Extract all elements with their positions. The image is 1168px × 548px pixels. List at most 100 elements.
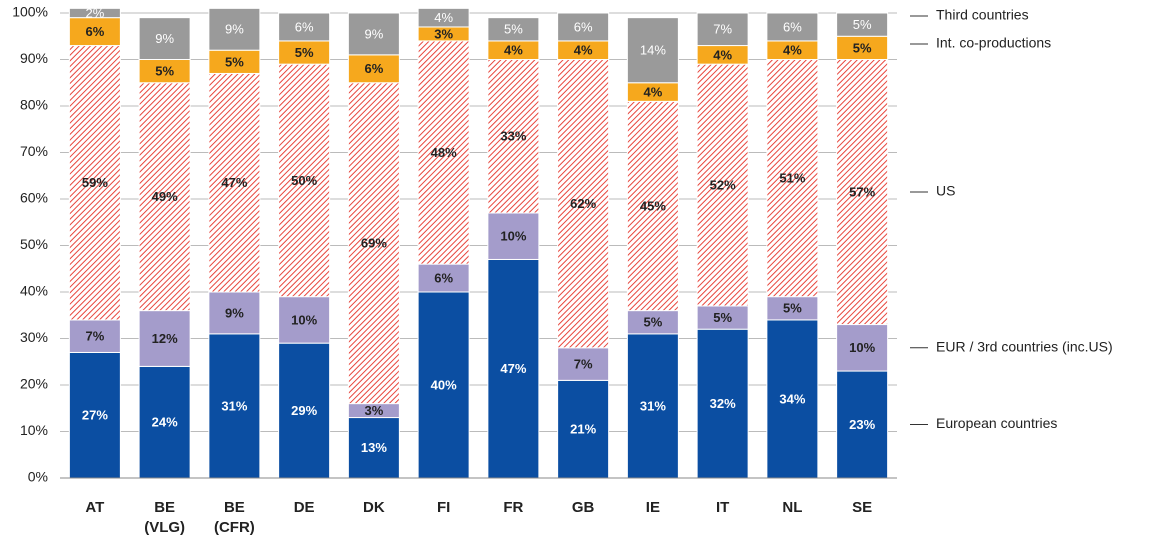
data-label: 10% — [849, 340, 875, 355]
x-tick-label: AT — [85, 499, 104, 516]
data-label: 5% — [295, 45, 314, 60]
bar-segment — [557, 379, 610, 479]
bar-segment — [836, 12, 889, 37]
legend-label: Int. co-productions — [936, 35, 1051, 51]
bar-segment — [766, 12, 819, 42]
bar-segment — [347, 12, 400, 56]
data-label: 9% — [225, 305, 244, 320]
data-label: 6% — [783, 19, 802, 34]
bar-segment — [836, 324, 889, 372]
data-label: 34% — [779, 391, 805, 406]
x-tick-label: BE (CFR) — [214, 499, 255, 536]
data-label: 57% — [849, 184, 875, 199]
bar-segment — [626, 100, 679, 312]
bar-segment — [626, 17, 679, 84]
bar-segment — [766, 59, 819, 298]
data-label: 23% — [849, 417, 875, 432]
data-label: 9% — [155, 31, 174, 46]
data-label: 50% — [291, 173, 317, 188]
data-label: 7% — [85, 329, 104, 344]
data-label: 29% — [291, 403, 317, 418]
bar-segment — [487, 17, 540, 42]
data-label: 48% — [431, 145, 457, 160]
x-tick-label: FI — [437, 499, 450, 516]
bar-segment — [68, 319, 121, 353]
bar-segment — [766, 319, 819, 479]
data-label: 6% — [364, 61, 383, 76]
bar-segment — [278, 296, 331, 344]
y-tick-label: 40% — [20, 283, 48, 299]
bar-segment — [68, 17, 121, 47]
data-label: 9% — [225, 22, 244, 37]
data-label: 5% — [713, 310, 732, 325]
bar-segment — [417, 7, 470, 28]
y-tick-label: 30% — [20, 329, 48, 345]
data-label: 24% — [152, 415, 178, 430]
bar-segment — [696, 63, 749, 307]
y-tick-label: 70% — [20, 143, 48, 159]
data-label: 10% — [500, 229, 526, 244]
data-label: 40% — [431, 377, 457, 392]
data-label: 10% — [291, 312, 317, 327]
x-tick-label: DE — [294, 499, 315, 516]
data-label: 4% — [783, 43, 802, 58]
data-label: 6% — [574, 19, 593, 34]
x-tick-label: GB — [572, 499, 595, 516]
bar-segment — [138, 310, 191, 367]
data-label: 5% — [783, 301, 802, 316]
data-label: 3% — [364, 403, 383, 418]
legend-label: US — [936, 183, 955, 199]
data-label: 31% — [640, 398, 666, 413]
data-label: 51% — [779, 171, 805, 186]
data-label: 3% — [434, 26, 453, 41]
bar-segment — [68, 7, 121, 19]
bar-segment — [68, 351, 121, 479]
bar-segment — [696, 328, 749, 479]
bar-segment — [836, 370, 889, 479]
bar-segment — [557, 59, 610, 349]
x-tick-label: IE — [646, 499, 660, 516]
x-tick-label: BE (VLG) — [144, 499, 185, 536]
data-label: 5% — [853, 17, 872, 32]
bar-segment — [487, 59, 540, 214]
data-label: 47% — [500, 361, 526, 376]
data-label: 52% — [710, 177, 736, 192]
data-label: 7% — [574, 357, 593, 372]
bar-segment — [278, 63, 331, 298]
y-tick-label: 100% — [12, 4, 48, 20]
x-tick-label: FR — [503, 499, 523, 516]
bar-segment — [347, 82, 400, 405]
legend-label: EUR / 3rd countries (inc.US) — [936, 339, 1113, 355]
data-label: 27% — [82, 408, 108, 423]
data-label: 4% — [643, 84, 662, 99]
data-label: 21% — [570, 422, 596, 437]
bar-segment — [347, 54, 400, 84]
x-tick-label: DK — [363, 499, 385, 516]
y-tick-label: 0% — [28, 469, 48, 485]
y-tick-label: 50% — [20, 236, 48, 252]
bar-segment — [208, 72, 261, 293]
data-label: 4% — [713, 47, 732, 62]
data-label: 49% — [152, 189, 178, 204]
y-tick-label: 10% — [20, 422, 48, 438]
x-tick-label: SE — [852, 499, 872, 516]
bar-segment — [138, 82, 191, 312]
bar-segment — [208, 7, 261, 51]
data-label: 5% — [225, 54, 244, 69]
data-label: 31% — [221, 398, 247, 413]
data-label: 14% — [640, 43, 666, 58]
data-label: 12% — [152, 331, 178, 346]
x-tick-label: IT — [716, 499, 729, 516]
data-label: 33% — [500, 129, 526, 144]
bar-segment — [208, 333, 261, 479]
bar-segment — [138, 17, 191, 60]
bar-segment — [626, 333, 679, 479]
bar-segment — [557, 12, 610, 42]
y-tick-label: 80% — [20, 97, 48, 113]
data-label: 7% — [713, 22, 732, 37]
data-label: 45% — [640, 198, 666, 213]
bar-segment — [836, 59, 889, 326]
data-label: 62% — [570, 196, 596, 211]
bar-segment — [138, 365, 191, 479]
